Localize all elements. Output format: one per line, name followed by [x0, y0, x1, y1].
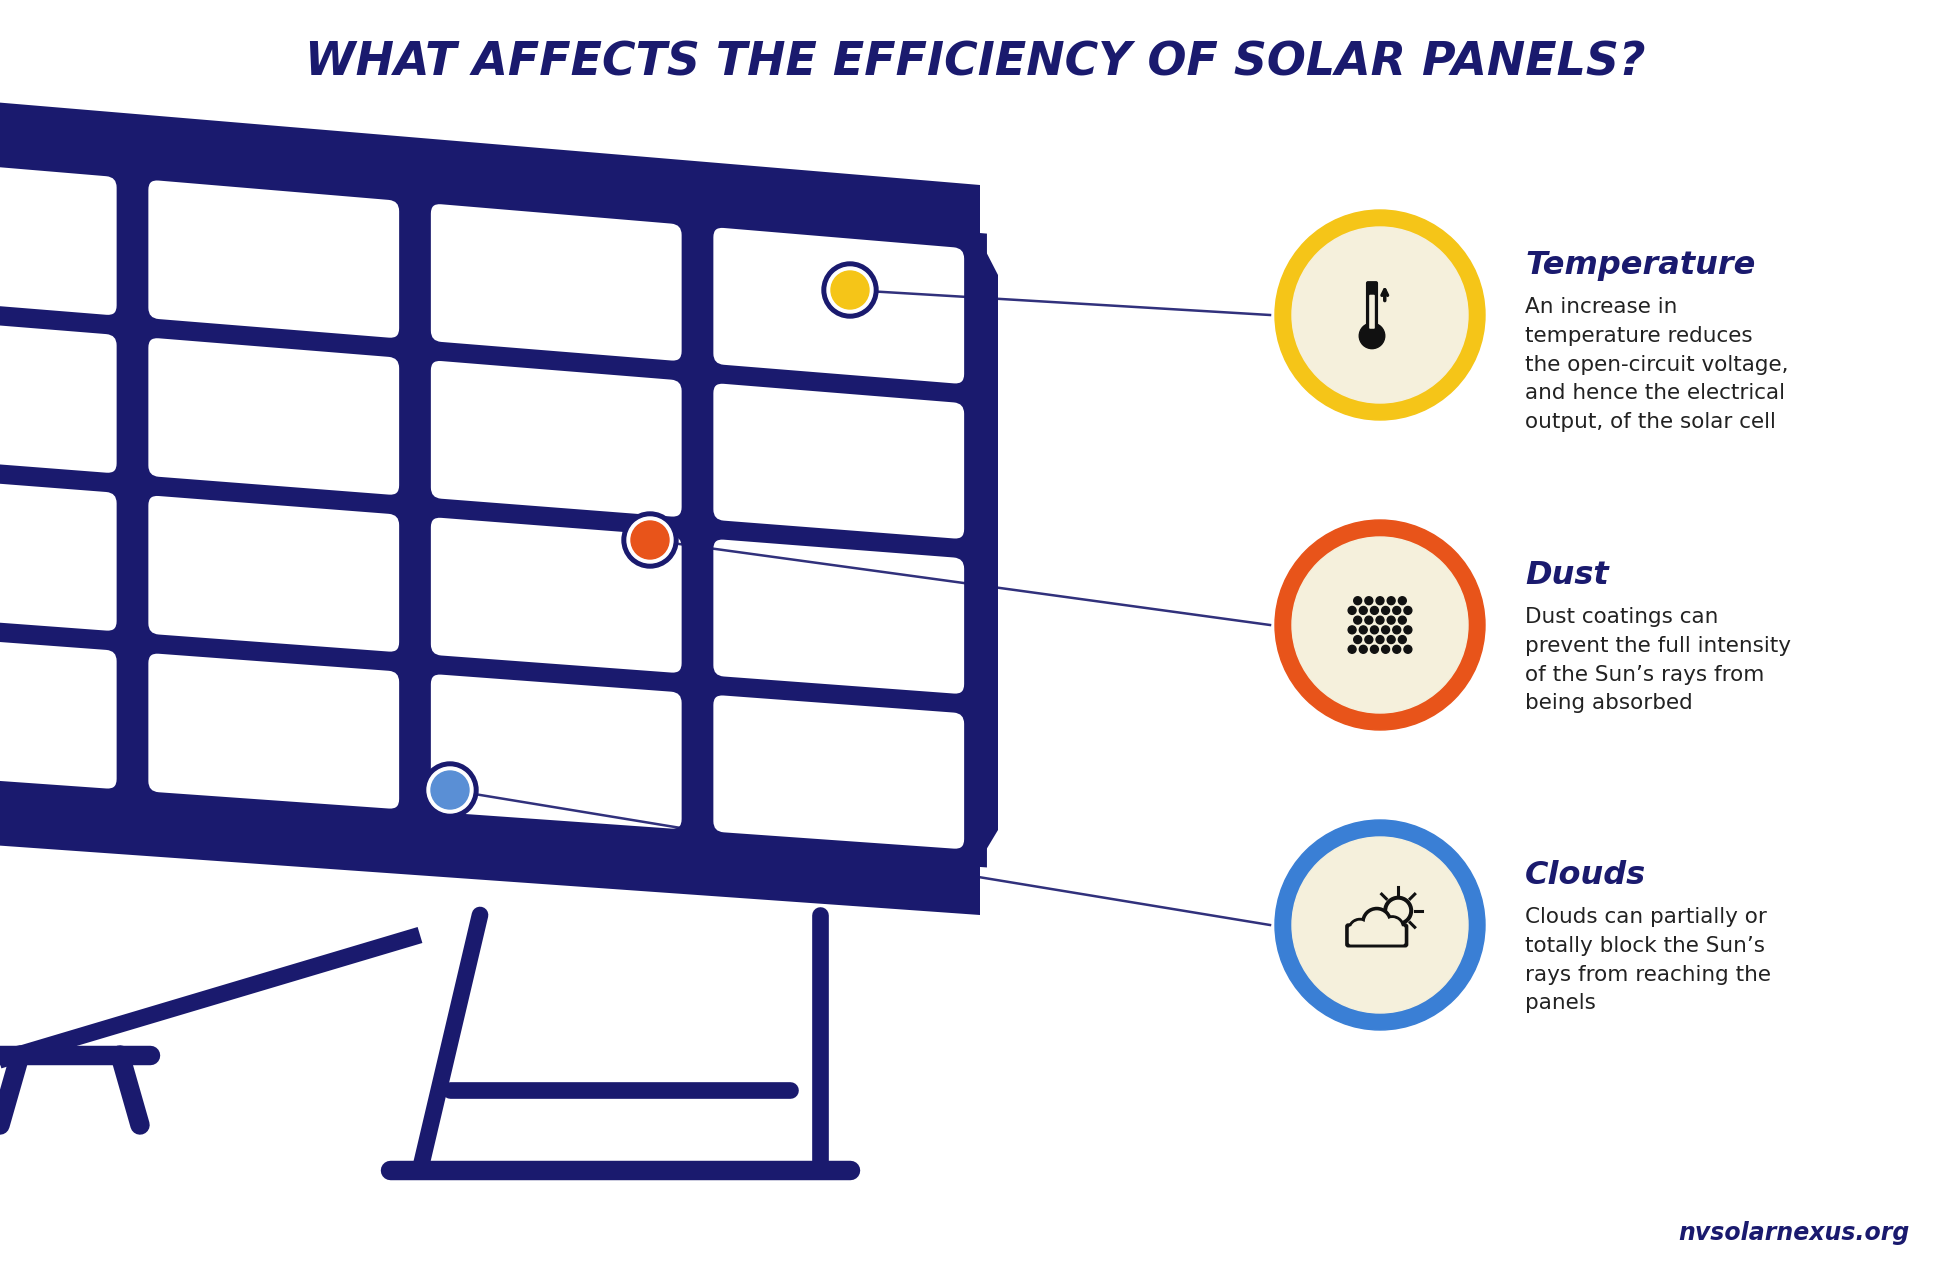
Circle shape: [1365, 912, 1388, 933]
Text: Dust coatings can
prevent the full intensity
of the Sun’s rays from
being absorb: Dust coatings can prevent the full inten…: [1525, 607, 1790, 714]
PathPatch shape: [0, 314, 119, 474]
Circle shape: [1371, 645, 1379, 653]
Circle shape: [1383, 919, 1402, 937]
Circle shape: [1404, 645, 1412, 653]
PathPatch shape: [146, 337, 402, 496]
PathPatch shape: [712, 694, 965, 850]
Polygon shape: [0, 780, 981, 915]
Circle shape: [1353, 597, 1361, 604]
Circle shape: [831, 272, 870, 309]
Polygon shape: [0, 145, 981, 861]
Circle shape: [1359, 626, 1367, 634]
Circle shape: [1347, 607, 1355, 615]
Circle shape: [1275, 210, 1486, 419]
Circle shape: [1275, 520, 1486, 731]
PathPatch shape: [429, 203, 682, 362]
Circle shape: [1347, 918, 1371, 942]
Circle shape: [1398, 597, 1406, 604]
Circle shape: [1398, 636, 1406, 644]
Circle shape: [1347, 626, 1355, 634]
Circle shape: [1404, 626, 1412, 634]
PathPatch shape: [0, 472, 119, 632]
Circle shape: [1392, 607, 1400, 615]
Circle shape: [421, 762, 478, 819]
Circle shape: [431, 771, 470, 810]
Circle shape: [1383, 645, 1390, 653]
Circle shape: [1347, 645, 1355, 653]
PathPatch shape: [0, 631, 119, 790]
PathPatch shape: [712, 226, 965, 385]
Circle shape: [1392, 626, 1400, 634]
Circle shape: [1388, 900, 1408, 921]
PathPatch shape: [146, 179, 402, 339]
Circle shape: [1359, 607, 1367, 615]
Circle shape: [1383, 626, 1390, 634]
Circle shape: [1293, 227, 1468, 403]
Text: WHAT AFFECTS THE EFFICIENCY OF SOLAR PANELS?: WHAT AFFECTS THE EFFICIENCY OF SOLAR PAN…: [304, 40, 1646, 85]
Text: Clouds can partially or
totally block the Sun’s
rays from reaching the
panels: Clouds can partially or totally block th…: [1525, 907, 1771, 1014]
Text: An increase in
temperature reduces
the open-circuit voltage,
and hence the elect: An increase in temperature reduces the o…: [1525, 297, 1788, 432]
Text: Clouds: Clouds: [1525, 861, 1646, 891]
PathPatch shape: [146, 652, 402, 811]
Circle shape: [1377, 616, 1384, 623]
Circle shape: [1392, 645, 1400, 653]
Circle shape: [1377, 597, 1384, 604]
Polygon shape: [0, 91, 981, 240]
Circle shape: [1359, 645, 1367, 653]
Circle shape: [427, 768, 474, 813]
Circle shape: [1398, 616, 1406, 623]
PathPatch shape: [712, 382, 965, 541]
Circle shape: [1371, 626, 1379, 634]
Circle shape: [1359, 323, 1384, 348]
Circle shape: [1383, 607, 1390, 615]
Circle shape: [628, 516, 673, 564]
Circle shape: [632, 521, 669, 558]
Circle shape: [1371, 607, 1379, 615]
Circle shape: [1353, 616, 1361, 623]
Circle shape: [827, 266, 874, 312]
Circle shape: [1351, 922, 1369, 940]
Circle shape: [1353, 636, 1361, 644]
Circle shape: [1361, 908, 1392, 937]
PathPatch shape: [429, 360, 682, 519]
Circle shape: [1386, 616, 1394, 623]
Circle shape: [1386, 636, 1394, 644]
PathPatch shape: [429, 673, 682, 830]
Circle shape: [1381, 915, 1404, 940]
Circle shape: [823, 261, 878, 317]
Circle shape: [1377, 636, 1384, 644]
Circle shape: [1275, 820, 1486, 1030]
Circle shape: [622, 513, 679, 567]
Text: nvsolarnexus.org: nvsolarnexus.org: [1679, 1221, 1909, 1244]
FancyBboxPatch shape: [1365, 280, 1379, 334]
Circle shape: [1293, 537, 1468, 713]
FancyBboxPatch shape: [1369, 295, 1375, 329]
Polygon shape: [981, 240, 998, 861]
Text: Dust: Dust: [1525, 560, 1609, 592]
FancyBboxPatch shape: [1346, 923, 1408, 947]
FancyBboxPatch shape: [1349, 926, 1404, 945]
Circle shape: [1365, 616, 1373, 623]
Circle shape: [1293, 836, 1468, 1014]
PathPatch shape: [712, 538, 965, 695]
Circle shape: [1365, 597, 1373, 604]
Text: Temperature: Temperature: [1525, 250, 1755, 280]
Circle shape: [1384, 896, 1412, 924]
Circle shape: [1365, 636, 1373, 644]
PathPatch shape: [146, 495, 402, 653]
PathPatch shape: [429, 516, 682, 674]
Circle shape: [1404, 607, 1412, 615]
Circle shape: [1386, 597, 1394, 604]
PathPatch shape: [0, 156, 119, 316]
